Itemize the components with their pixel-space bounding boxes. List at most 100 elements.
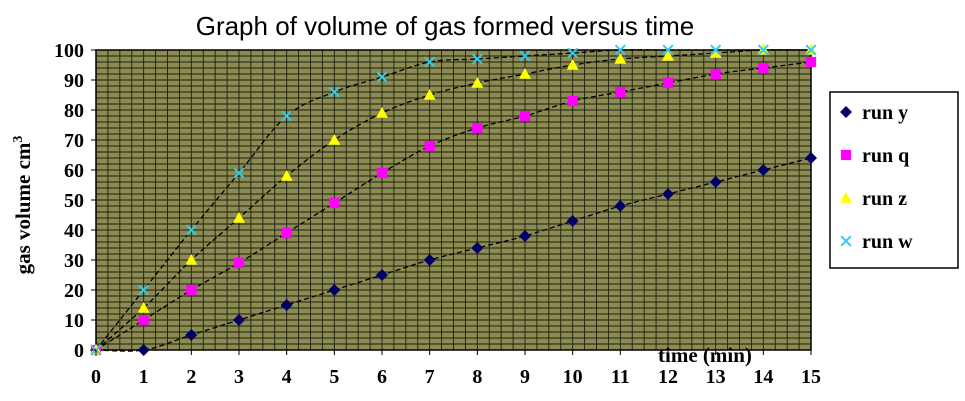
point-run-q [281, 227, 292, 239]
x-tick-label: 13 [706, 366, 726, 388]
point-run-q [710, 68, 721, 80]
point-run-y [614, 200, 627, 212]
point-run-w [567, 47, 579, 59]
point-run-y [376, 269, 388, 281]
point-run-z [185, 254, 198, 265]
y-tick-label: 60 [64, 160, 84, 182]
point-run-w [662, 44, 674, 56]
x-axis-ticks: 0 1 2 3 4 5 6 7 8 9 10 11 12 13 14 15 [91, 350, 821, 388]
point-run-w [376, 71, 388, 83]
point-run-z [280, 170, 293, 181]
legend-marker-run-y [840, 106, 852, 118]
point-run-z [423, 89, 436, 100]
trendline [95, 157, 812, 352]
point-run-q [186, 284, 197, 296]
x-marker-stroke [614, 44, 626, 56]
y-axis-label-superscript: 3 [11, 136, 26, 143]
point-run-w [328, 86, 340, 98]
x-marker-stroke [138, 284, 150, 296]
x-tick-label: 5 [329, 366, 339, 388]
point-run-q [662, 77, 674, 89]
y-tick-label: 90 [64, 70, 84, 92]
x-marker-stroke [519, 50, 531, 62]
y-tick-label: 30 [64, 250, 84, 272]
point-run-q [329, 197, 340, 209]
legend-label-run-w: run w [862, 231, 913, 253]
chart-title: Graph of volume of gas formed versus tim… [196, 11, 695, 41]
x-marker-stroke [185, 224, 197, 236]
y-tick-label: 10 [64, 310, 84, 332]
legend-items: run y run q run z run w [840, 102, 913, 253]
y-tick-label: 0 [74, 340, 84, 362]
point-run-y [423, 254, 436, 266]
x-marker-stroke [328, 86, 340, 98]
y-axis-ticks: 0 10 20 30 40 50 60 70 80 90 100 [54, 40, 96, 362]
x-marker-stroke [840, 235, 852, 247]
x-tick-label: 0 [91, 366, 101, 388]
x-axis-label: time (min) [658, 343, 752, 367]
point-run-y [662, 188, 674, 200]
point-run-z [233, 212, 245, 223]
y-tick-label: 100 [54, 40, 84, 62]
point-run-q [472, 122, 483, 134]
point-run-q [519, 110, 531, 122]
grid-lines [95, 49, 812, 351]
point-run-z [519, 68, 531, 79]
point-run-w [805, 44, 817, 56]
legend-marker-run-q [840, 149, 852, 161]
point-run-q [424, 140, 435, 152]
point-run-y [471, 242, 484, 254]
point-run-w [424, 56, 436, 68]
x-tick-label: 12 [658, 366, 678, 388]
legend-label-run-z: run z [862, 188, 907, 210]
point-run-y [328, 284, 341, 296]
point-run-z [709, 47, 722, 58]
legend: run y run q run z run w [829, 91, 959, 269]
point-run-y [709, 176, 722, 188]
point-run-z [471, 77, 484, 88]
x-marker-stroke [281, 110, 293, 122]
point-run-z [614, 53, 627, 64]
y-axis-label-main: gas volume cm [11, 142, 35, 274]
point-run-q [615, 86, 626, 98]
x-marker-stroke [710, 44, 722, 56]
x-tick-label: 1 [139, 366, 149, 388]
point-run-w [185, 224, 197, 236]
point-run-w [757, 44, 769, 56]
point-run-w [710, 44, 722, 56]
y-tick-label: 50 [64, 190, 84, 212]
point-run-y [805, 152, 817, 164]
point-run-y [757, 164, 770, 176]
x-marker-stroke [567, 47, 579, 59]
point-run-w [281, 110, 293, 122]
point-run-w [519, 50, 531, 62]
point-run-w [614, 44, 626, 56]
point-run-z [566, 59, 579, 70]
y-tick-label: 40 [64, 220, 84, 242]
point-run-w [138, 284, 150, 296]
x-tick-label: 10 [563, 366, 583, 388]
plot-area [90, 44, 817, 356]
x-marker-stroke [662, 44, 674, 56]
x-marker-stroke [233, 167, 245, 179]
x-tick-label: 8 [472, 366, 482, 388]
x-marker-stroke [471, 53, 483, 65]
x-tick-label: 14 [753, 366, 773, 388]
x-tick-label: 7 [425, 366, 435, 388]
legend-marker-run-w [840, 235, 852, 247]
point-run-z [328, 134, 341, 145]
point-run-y [519, 230, 531, 242]
y-tick-label: 20 [64, 280, 84, 302]
y-axis-label: gas volume cm3 [11, 136, 35, 275]
x-marker-stroke [376, 71, 388, 83]
x-tick-label: 15 [801, 366, 821, 388]
x-tick-label: 9 [520, 366, 530, 388]
legend-label-run-y: run y [862, 102, 908, 124]
point-run-q [567, 95, 578, 107]
x-marker-stroke [805, 44, 817, 56]
point-run-w [471, 53, 483, 65]
x-marker-stroke [424, 56, 436, 68]
y-tick-label: 80 [64, 100, 84, 122]
point-run-q [138, 314, 149, 326]
